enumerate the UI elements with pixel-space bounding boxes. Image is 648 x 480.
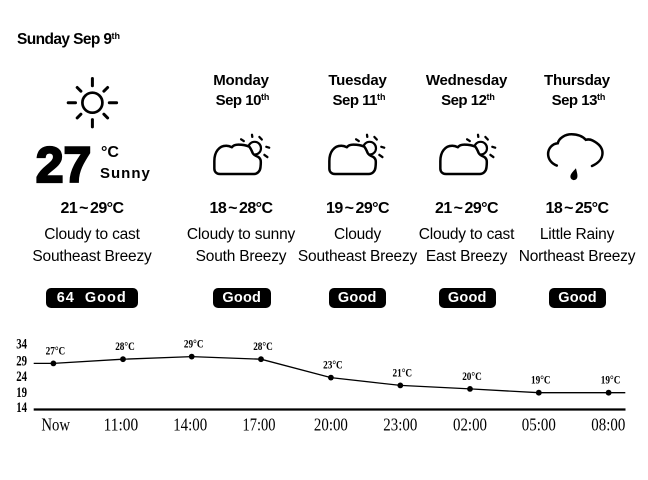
svg-text:29°C: 29°C	[184, 337, 204, 351]
svg-text:05:00: 05:00	[522, 414, 556, 434]
svg-text:14:00: 14:00	[173, 414, 207, 434]
svg-text:21°C: 21°C	[393, 365, 413, 379]
svg-text:20°C: 20°C	[462, 369, 482, 383]
svg-text:08:00: 08:00	[591, 414, 625, 434]
svg-text:17:00: 17:00	[243, 414, 276, 434]
svg-text:28°C: 28°C	[253, 339, 273, 353]
svg-text:23°C: 23°C	[323, 358, 343, 372]
svg-text:28°C: 28°C	[115, 339, 135, 353]
svg-text:Now: Now	[41, 414, 70, 434]
svg-text:14: 14	[16, 400, 27, 416]
svg-text:20:00: 20:00	[314, 414, 348, 434]
svg-text:27°C: 27°C	[46, 343, 66, 357]
svg-text:19°C: 19°C	[531, 373, 551, 387]
svg-text:23:00: 23:00	[383, 414, 417, 434]
svg-text:29: 29	[16, 353, 27, 369]
svg-text:02:00: 02:00	[453, 414, 487, 434]
svg-text:24: 24	[16, 369, 27, 385]
svg-text:11:00: 11:00	[104, 414, 139, 434]
svg-text:19: 19	[16, 385, 27, 401]
svg-text:19°C: 19°C	[601, 373, 621, 387]
svg-text:34: 34	[16, 337, 27, 353]
